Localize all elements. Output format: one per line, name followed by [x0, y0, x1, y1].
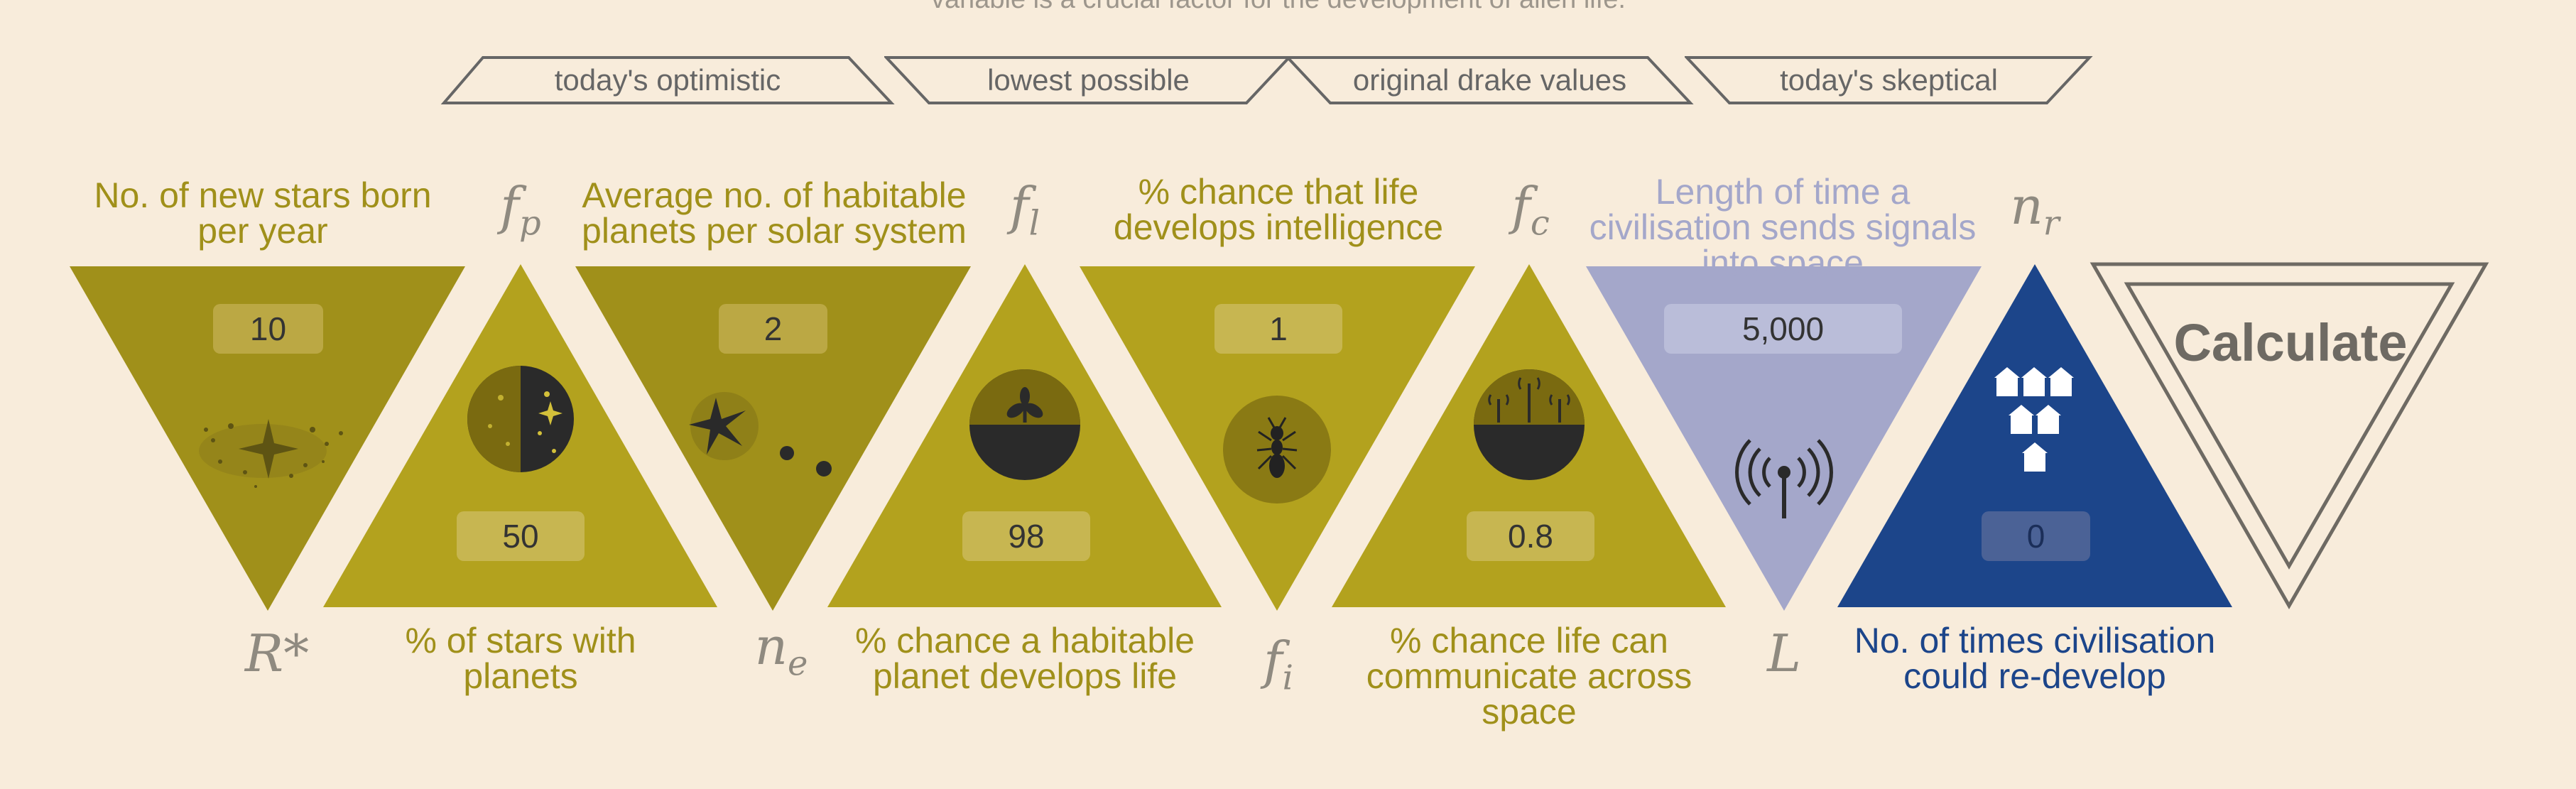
symbol-L: L [1767, 624, 1801, 683]
value-L[interactable]: 5,000 [1664, 304, 1902, 354]
symbol-sub: p [518, 203, 541, 244]
value-n-r[interactable]: 0 [1982, 511, 2090, 561]
stars-cluster-icon [199, 419, 343, 488]
label-r-star: No. of new stars born per year [94, 175, 432, 251]
symbol-f-i: fi [1236, 632, 1321, 706]
symbol-n-e: ne [739, 618, 824, 692]
label-f-i: % chance that life develops intelligence [1113, 172, 1444, 247]
preset-todays-optimistic[interactable]: today's optimistic [440, 55, 895, 105]
sprouting-plant-icon [969, 369, 1080, 480]
radio-towers-icon [1474, 369, 1585, 480]
preset-frame [1286, 56, 1694, 104]
label-f-l: % chance a habitable planet develops lif… [854, 621, 1195, 696]
calculate-label[interactable]: Calculate [2173, 313, 2408, 372]
label-f-c: % chance life can communicate across spa… [1366, 621, 1692, 731]
half-moon-stars-icon [467, 366, 574, 472]
symbol-main: f [500, 176, 519, 236]
value-f-p[interactable]: 50 [457, 511, 585, 561]
triangle-n-r[interactable] [1837, 264, 2232, 607]
symbol-main: n [2010, 176, 2043, 236]
value-n-e[interactable]: 2 [719, 304, 827, 354]
preset-label: lowest possible [987, 63, 1190, 97]
triangle-n-e[interactable] [575, 266, 971, 611]
preset-todays-skeptical[interactable]: today's skeptical [1685, 55, 2093, 105]
symbol-sub: r [2043, 203, 2060, 244]
symbol-main: f [1511, 176, 1531, 236]
label-L: Length of time a civilisation sends sign… [1589, 172, 1977, 283]
preset-frame [884, 56, 1293, 104]
symbol-main: f [1009, 176, 1029, 236]
label-n-r: No. of times civilisation could re-devel… [1854, 621, 2216, 696]
preset-frame [440, 56, 895, 104]
preset-label: today's skeptical [1780, 63, 1998, 97]
symbol-sub: i [1282, 658, 1293, 698]
symbol-f-l: fl [982, 178, 1067, 251]
value-f-l[interactable]: 98 [962, 511, 1090, 561]
value-r-star[interactable]: 10 [213, 304, 323, 354]
intro-text: variable is a crucial factor for the dev… [781, 0, 1776, 15]
value-f-c[interactable]: 0.8 [1467, 511, 1594, 561]
label-f-p: % of stars with planets [405, 621, 636, 696]
label-n-e: Average no. of habitable planets per sol… [582, 175, 967, 251]
symbol-n-r: nr [1992, 178, 2077, 251]
symbol-r-star: R* [244, 624, 310, 683]
symbol-sub: l [1028, 203, 1040, 244]
preset-label: today's optimistic [554, 63, 781, 97]
ant-icon [1223, 396, 1331, 504]
symbol-sub: c [1530, 203, 1550, 244]
preset-frame [1685, 56, 2093, 104]
symbol-f-p: fp [478, 178, 563, 251]
symbol-sub: e [787, 643, 808, 684]
preset-label: original drake values [1352, 63, 1627, 97]
symbol-main: n [754, 616, 788, 676]
preset-original-drake-values[interactable]: original drake values [1286, 55, 1694, 105]
preset-lowest-possible[interactable]: lowest possible [884, 55, 1293, 105]
symbol-main: f [1263, 631, 1283, 690]
symbol-f-c: fc [1488, 178, 1573, 251]
signal-antenna-icon [1735, 439, 1833, 518]
star-planets-icon [689, 392, 832, 477]
value-f-i[interactable]: 1 [1214, 304, 1342, 354]
calculate-button[interactable] [2089, 262, 2489, 610]
houses-icon [1994, 367, 2074, 472]
